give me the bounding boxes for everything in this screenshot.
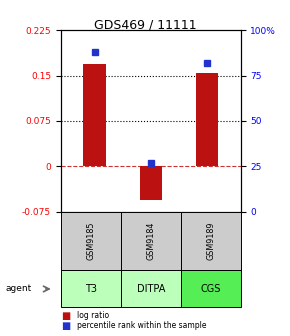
Text: GDS469 / 11111: GDS469 / 11111 (94, 18, 196, 32)
Text: GSM9184: GSM9184 (146, 222, 155, 260)
Text: T3: T3 (85, 284, 97, 294)
Text: log ratio: log ratio (77, 311, 109, 320)
Text: ■: ■ (61, 321, 70, 331)
Bar (196, 73, 218, 166)
Text: CGS: CGS (201, 284, 221, 294)
Text: DITPA: DITPA (137, 284, 165, 294)
Text: percentile rank within the sample: percentile rank within the sample (77, 322, 206, 330)
Bar (83, 64, 106, 166)
Text: GSM9185: GSM9185 (86, 222, 95, 260)
Bar (139, 166, 162, 200)
Text: ■: ■ (61, 311, 70, 321)
Text: agent: agent (6, 285, 32, 293)
Text: GSM9189: GSM9189 (206, 222, 215, 260)
